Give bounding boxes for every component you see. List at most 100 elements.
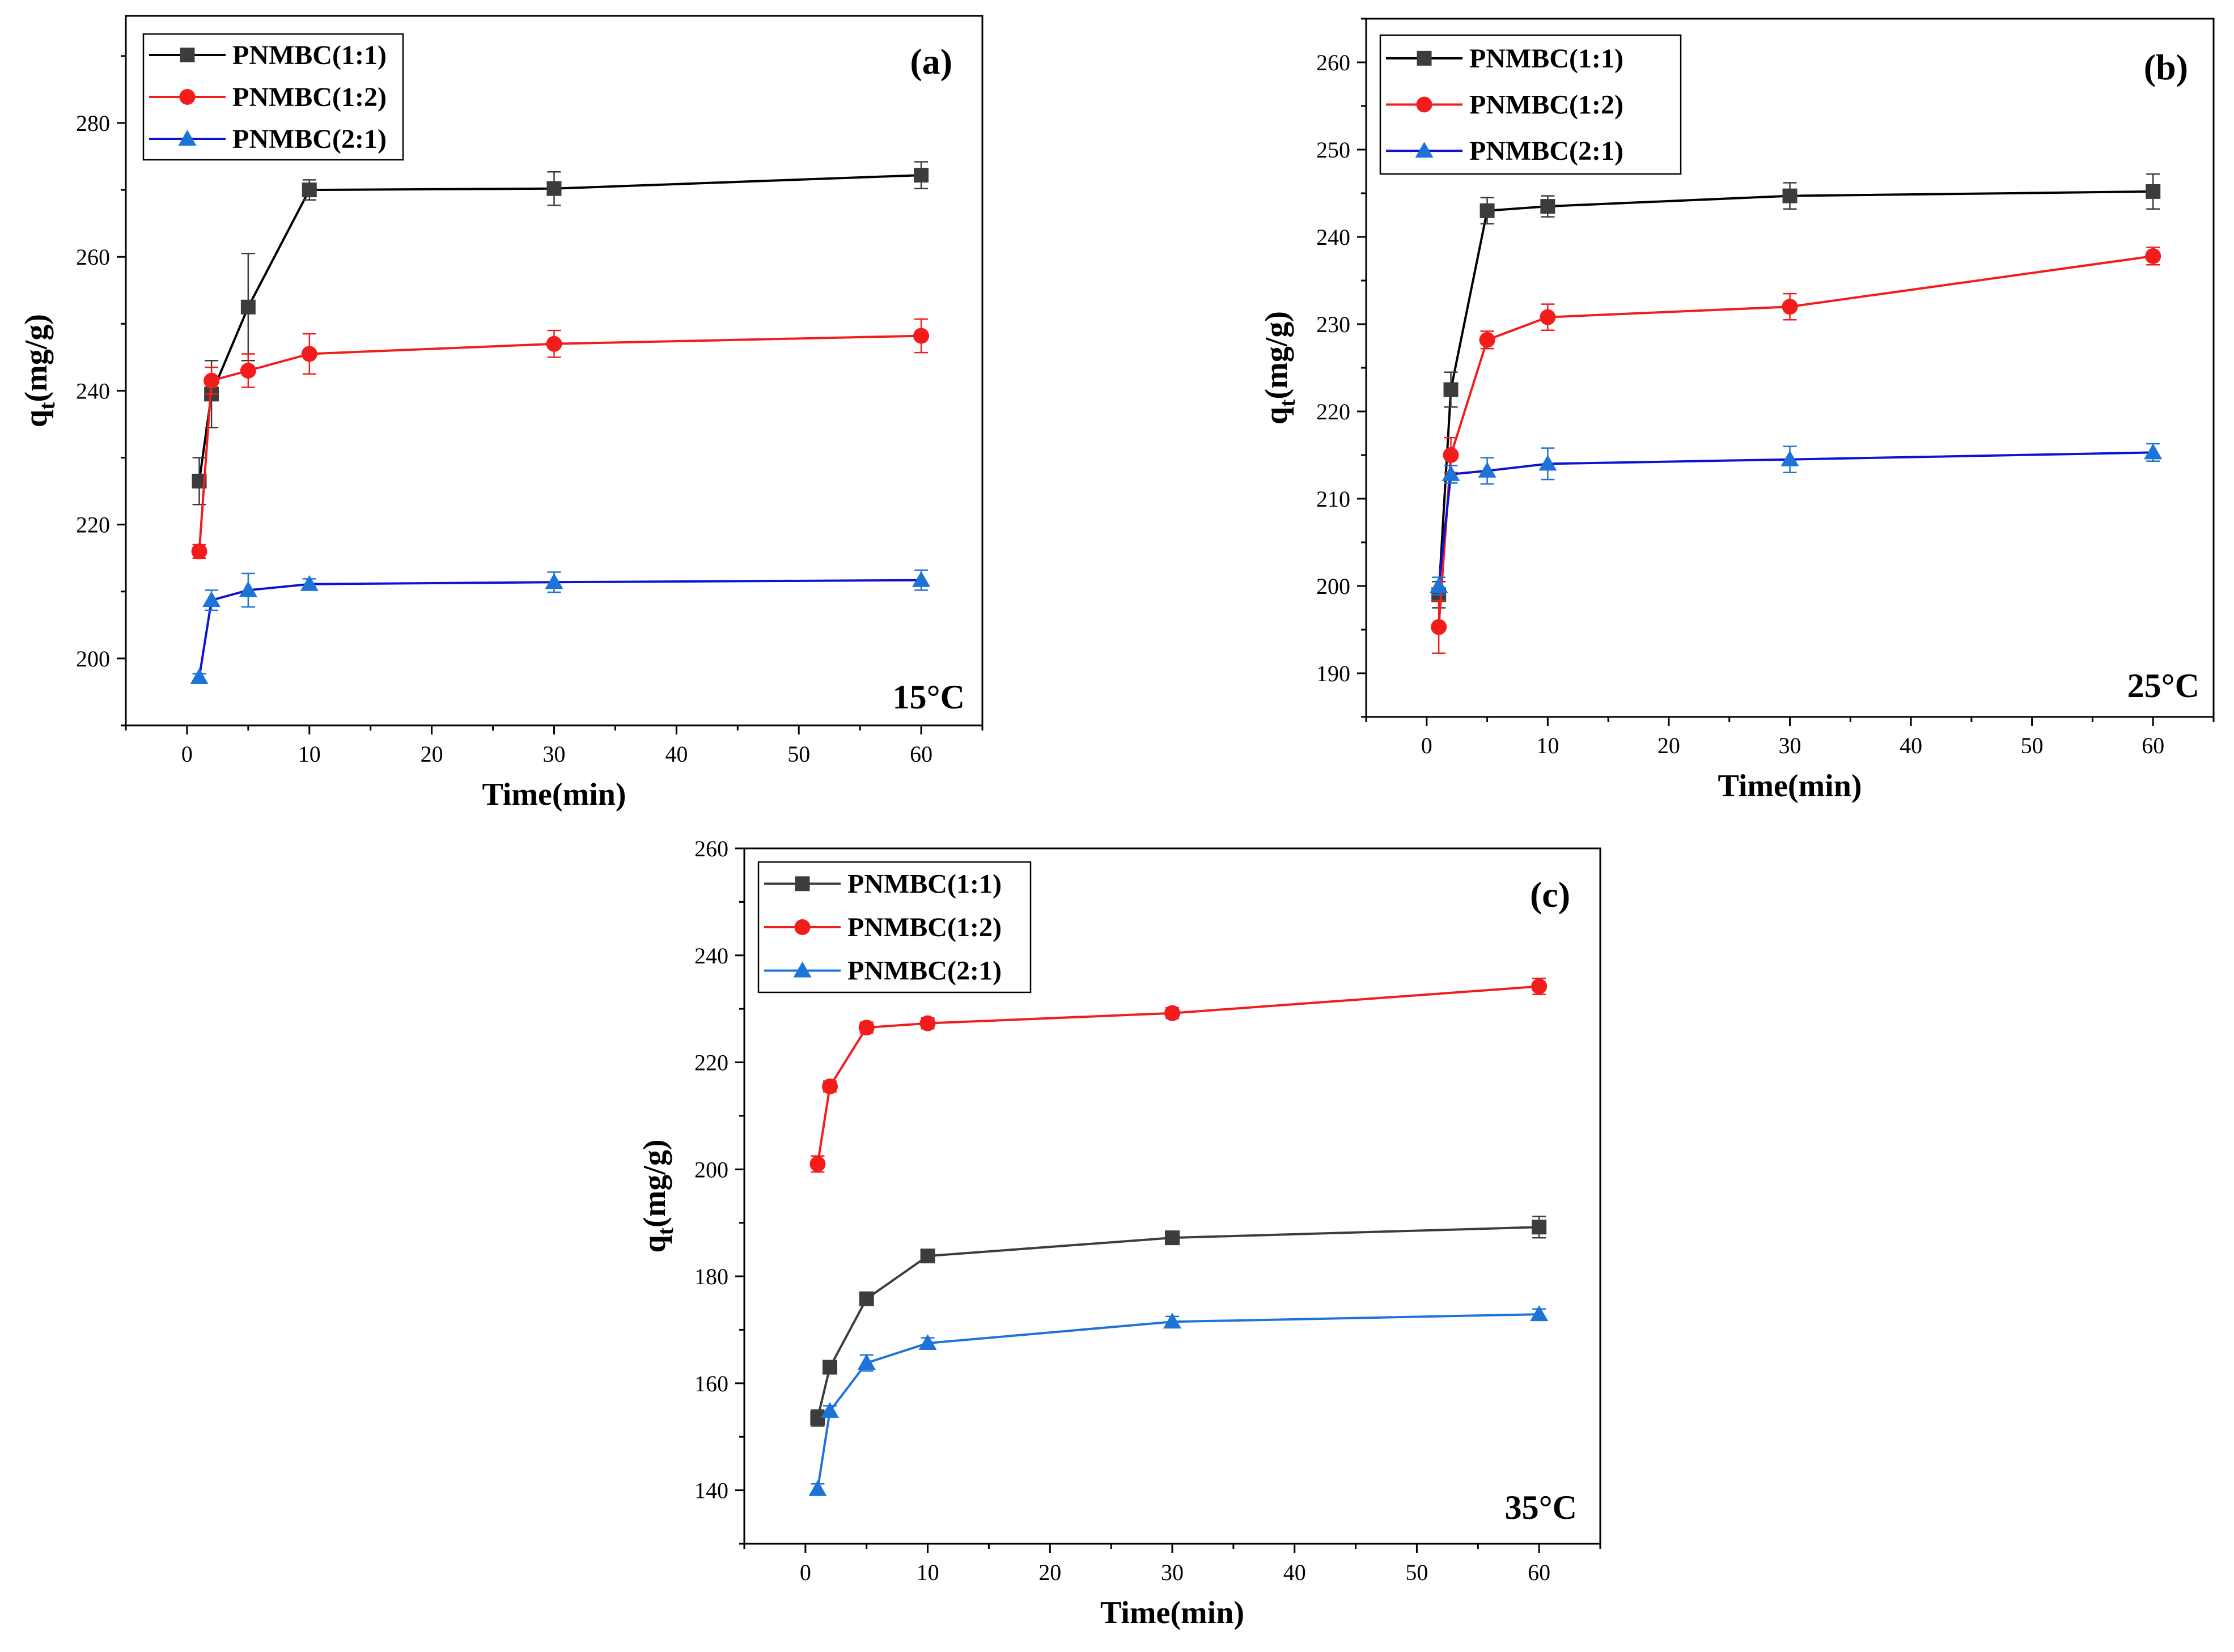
data-point bbox=[809, 1156, 826, 1172]
x-tick-label: 60 bbox=[1528, 1560, 1550, 1585]
legend-label: PNMBC(1:2) bbox=[847, 912, 1002, 942]
x-tick-label: 50 bbox=[787, 741, 810, 767]
x-axis-title: Time(min) bbox=[482, 777, 626, 812]
data-point bbox=[1538, 455, 1557, 471]
temperature-annotation: 25°C bbox=[2127, 667, 2199, 704]
data-point bbox=[301, 346, 317, 362]
y-tick-label: 250 bbox=[1316, 137, 1350, 163]
legend-item: PNMBC(1:1) bbox=[1386, 44, 1623, 74]
data-point bbox=[1480, 203, 1495, 218]
data-point bbox=[1781, 450, 1799, 466]
legend-marker bbox=[793, 961, 812, 978]
y-tick-label: 140 bbox=[694, 1478, 728, 1504]
y-tick-label: 220 bbox=[694, 1050, 728, 1076]
data-point bbox=[2145, 248, 2161, 264]
legend-label: PNMBC(1:1) bbox=[1469, 44, 1623, 74]
data-point bbox=[202, 591, 221, 608]
data-point bbox=[1431, 619, 1447, 635]
y-tick-label: 180 bbox=[694, 1264, 728, 1289]
x-tick-label: 30 bbox=[543, 741, 566, 767]
legend: PNMBC(1:1) PNMBC(1:2) PNMBC(2:1) bbox=[1379, 34, 1682, 175]
x-axis-title: Time(min) bbox=[1100, 1595, 1244, 1630]
x-tick-label: 60 bbox=[2142, 733, 2164, 758]
temperature-annotation: 35°C bbox=[1505, 1489, 1577, 1526]
y-tick-label: 160 bbox=[694, 1371, 728, 1396]
series-2 bbox=[809, 978, 1548, 1173]
legend-marker bbox=[1416, 96, 1432, 113]
legend-item: PNMBC(1:2) bbox=[764, 912, 1002, 942]
legend-item: PNMBC(2:1) bbox=[149, 124, 387, 154]
series-line bbox=[198, 579, 922, 678]
data-point bbox=[1443, 382, 1459, 397]
legend-marker bbox=[1417, 50, 1432, 66]
legend-label: PNMBC(1:1) bbox=[847, 869, 1002, 899]
y-tick-label: 210 bbox=[1316, 486, 1350, 512]
x-axis-title: Time(min) bbox=[1718, 768, 1862, 804]
data-point bbox=[1540, 199, 1555, 214]
legend-item: PNMBC(1:1) bbox=[149, 40, 387, 70]
data-point bbox=[919, 1015, 936, 1031]
chart-panel-3: 0 10 20 30 40 50 60 140 160 180 200 220 240 260 Time(m… bbox=[637, 836, 1601, 1630]
legend-label: PNMBC(2:1) bbox=[847, 956, 1002, 986]
temperature-annotation: 15°C bbox=[893, 678, 965, 716]
y-tick-label: 200 bbox=[694, 1157, 728, 1182]
legend-label: PNMBC(1:2) bbox=[232, 82, 387, 112]
y-tick-label: 200 bbox=[1316, 574, 1350, 599]
data-point bbox=[190, 668, 209, 684]
x-tick-label: 20 bbox=[421, 741, 443, 767]
y-tick-label: 220 bbox=[1316, 399, 1350, 424]
series-2 bbox=[191, 318, 930, 559]
series-3 bbox=[808, 1305, 1549, 1496]
x-tick-label: 10 bbox=[298, 741, 321, 767]
data-point bbox=[1479, 332, 1495, 348]
legend-item: PNMBC(2:1) bbox=[1386, 136, 1623, 166]
series-line bbox=[198, 334, 922, 552]
legend-item: PNMBC(2:1) bbox=[764, 956, 1002, 986]
chart-panel-1: 0 10 20 30 40 50 60 200 220 240 260 280 Time(min) qt(… bbox=[19, 15, 984, 812]
x-tick-label: 10 bbox=[1536, 733, 1559, 758]
x-tick-label: 60 bbox=[910, 741, 932, 767]
data-point bbox=[1430, 577, 1448, 593]
y-tick-label: 260 bbox=[76, 244, 110, 270]
legend-marker bbox=[180, 48, 195, 62]
x-tick-label: 0 bbox=[800, 1560, 811, 1585]
legend-label: PNMBC(1:2) bbox=[1469, 90, 1623, 120]
series-3 bbox=[1430, 443, 2163, 596]
y-axis-title: qt(mg/g) bbox=[1259, 311, 1300, 424]
y-tick-label: 240 bbox=[76, 378, 110, 404]
data-point bbox=[1478, 461, 1497, 478]
series-1 bbox=[1431, 173, 2161, 609]
legend-marker bbox=[179, 89, 196, 105]
data-point bbox=[1532, 1220, 1547, 1235]
data-point bbox=[546, 336, 562, 352]
series-3 bbox=[190, 569, 931, 684]
data-point bbox=[546, 181, 562, 196]
data-point bbox=[918, 1334, 937, 1351]
data-point bbox=[204, 372, 220, 389]
x-tick-label: 30 bbox=[1161, 1560, 1184, 1585]
x-tick-label: 40 bbox=[665, 741, 688, 767]
x-tick-label: 20 bbox=[1038, 1560, 1061, 1585]
y-tick-label: 220 bbox=[76, 512, 110, 538]
series-line bbox=[1438, 451, 2154, 587]
y-tick-label: 260 bbox=[694, 836, 728, 861]
series-2 bbox=[1431, 247, 2161, 654]
data-point bbox=[2144, 443, 2163, 460]
y-tick-label: 240 bbox=[694, 943, 728, 969]
data-point bbox=[1531, 978, 1548, 995]
y-axis-title: qt(mg/g) bbox=[19, 314, 60, 427]
data-point bbox=[240, 299, 256, 315]
legend-item: PNMBC(1:2) bbox=[1386, 90, 1623, 120]
y-tick-label: 190 bbox=[1316, 661, 1350, 686]
legend-item: PNMBC(1:2) bbox=[149, 82, 387, 112]
data-point bbox=[1163, 1313, 1181, 1329]
data-point bbox=[920, 1248, 935, 1264]
series-line bbox=[816, 1226, 1540, 1419]
x-tick-label: 40 bbox=[1283, 1560, 1306, 1585]
x-tick-label: 0 bbox=[1421, 733, 1432, 758]
data-point bbox=[822, 1078, 838, 1095]
x-tick-label: 40 bbox=[1900, 733, 1922, 758]
legend: PNMBC(1:1) PNMBC(1:2) PNMBC(2:1) bbox=[142, 33, 404, 161]
series-line bbox=[1438, 190, 2154, 595]
data-point bbox=[545, 573, 563, 589]
